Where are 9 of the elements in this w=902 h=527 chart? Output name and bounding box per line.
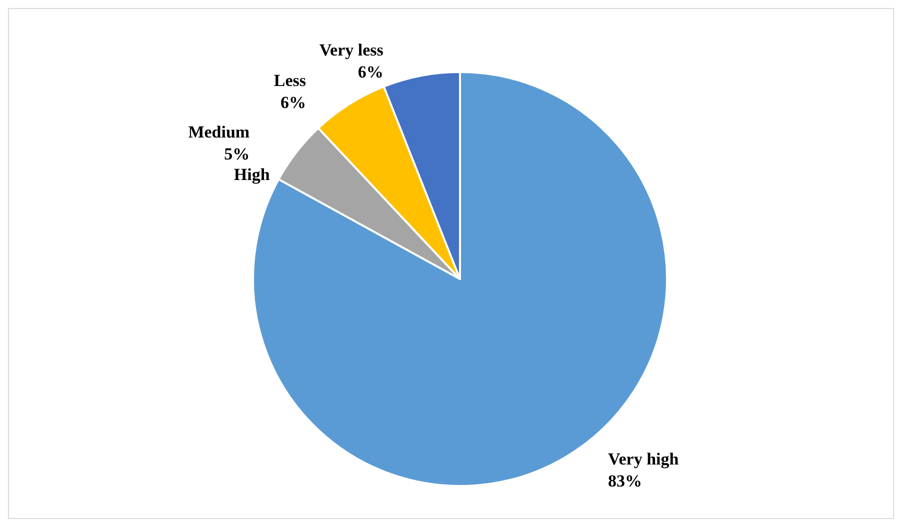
data-label: 6%: [280, 93, 306, 112]
data-label: 5%: [224, 144, 250, 164]
slice-label: Very high: [608, 450, 680, 469]
slice-label: Medium: [188, 122, 250, 142]
slice-label: Very less: [319, 40, 384, 60]
data-label: 83%: [608, 472, 642, 491]
data-label: 6%: [358, 62, 384, 82]
category-label: High: [234, 164, 270, 184]
slice-label: Less: [274, 71, 306, 90]
